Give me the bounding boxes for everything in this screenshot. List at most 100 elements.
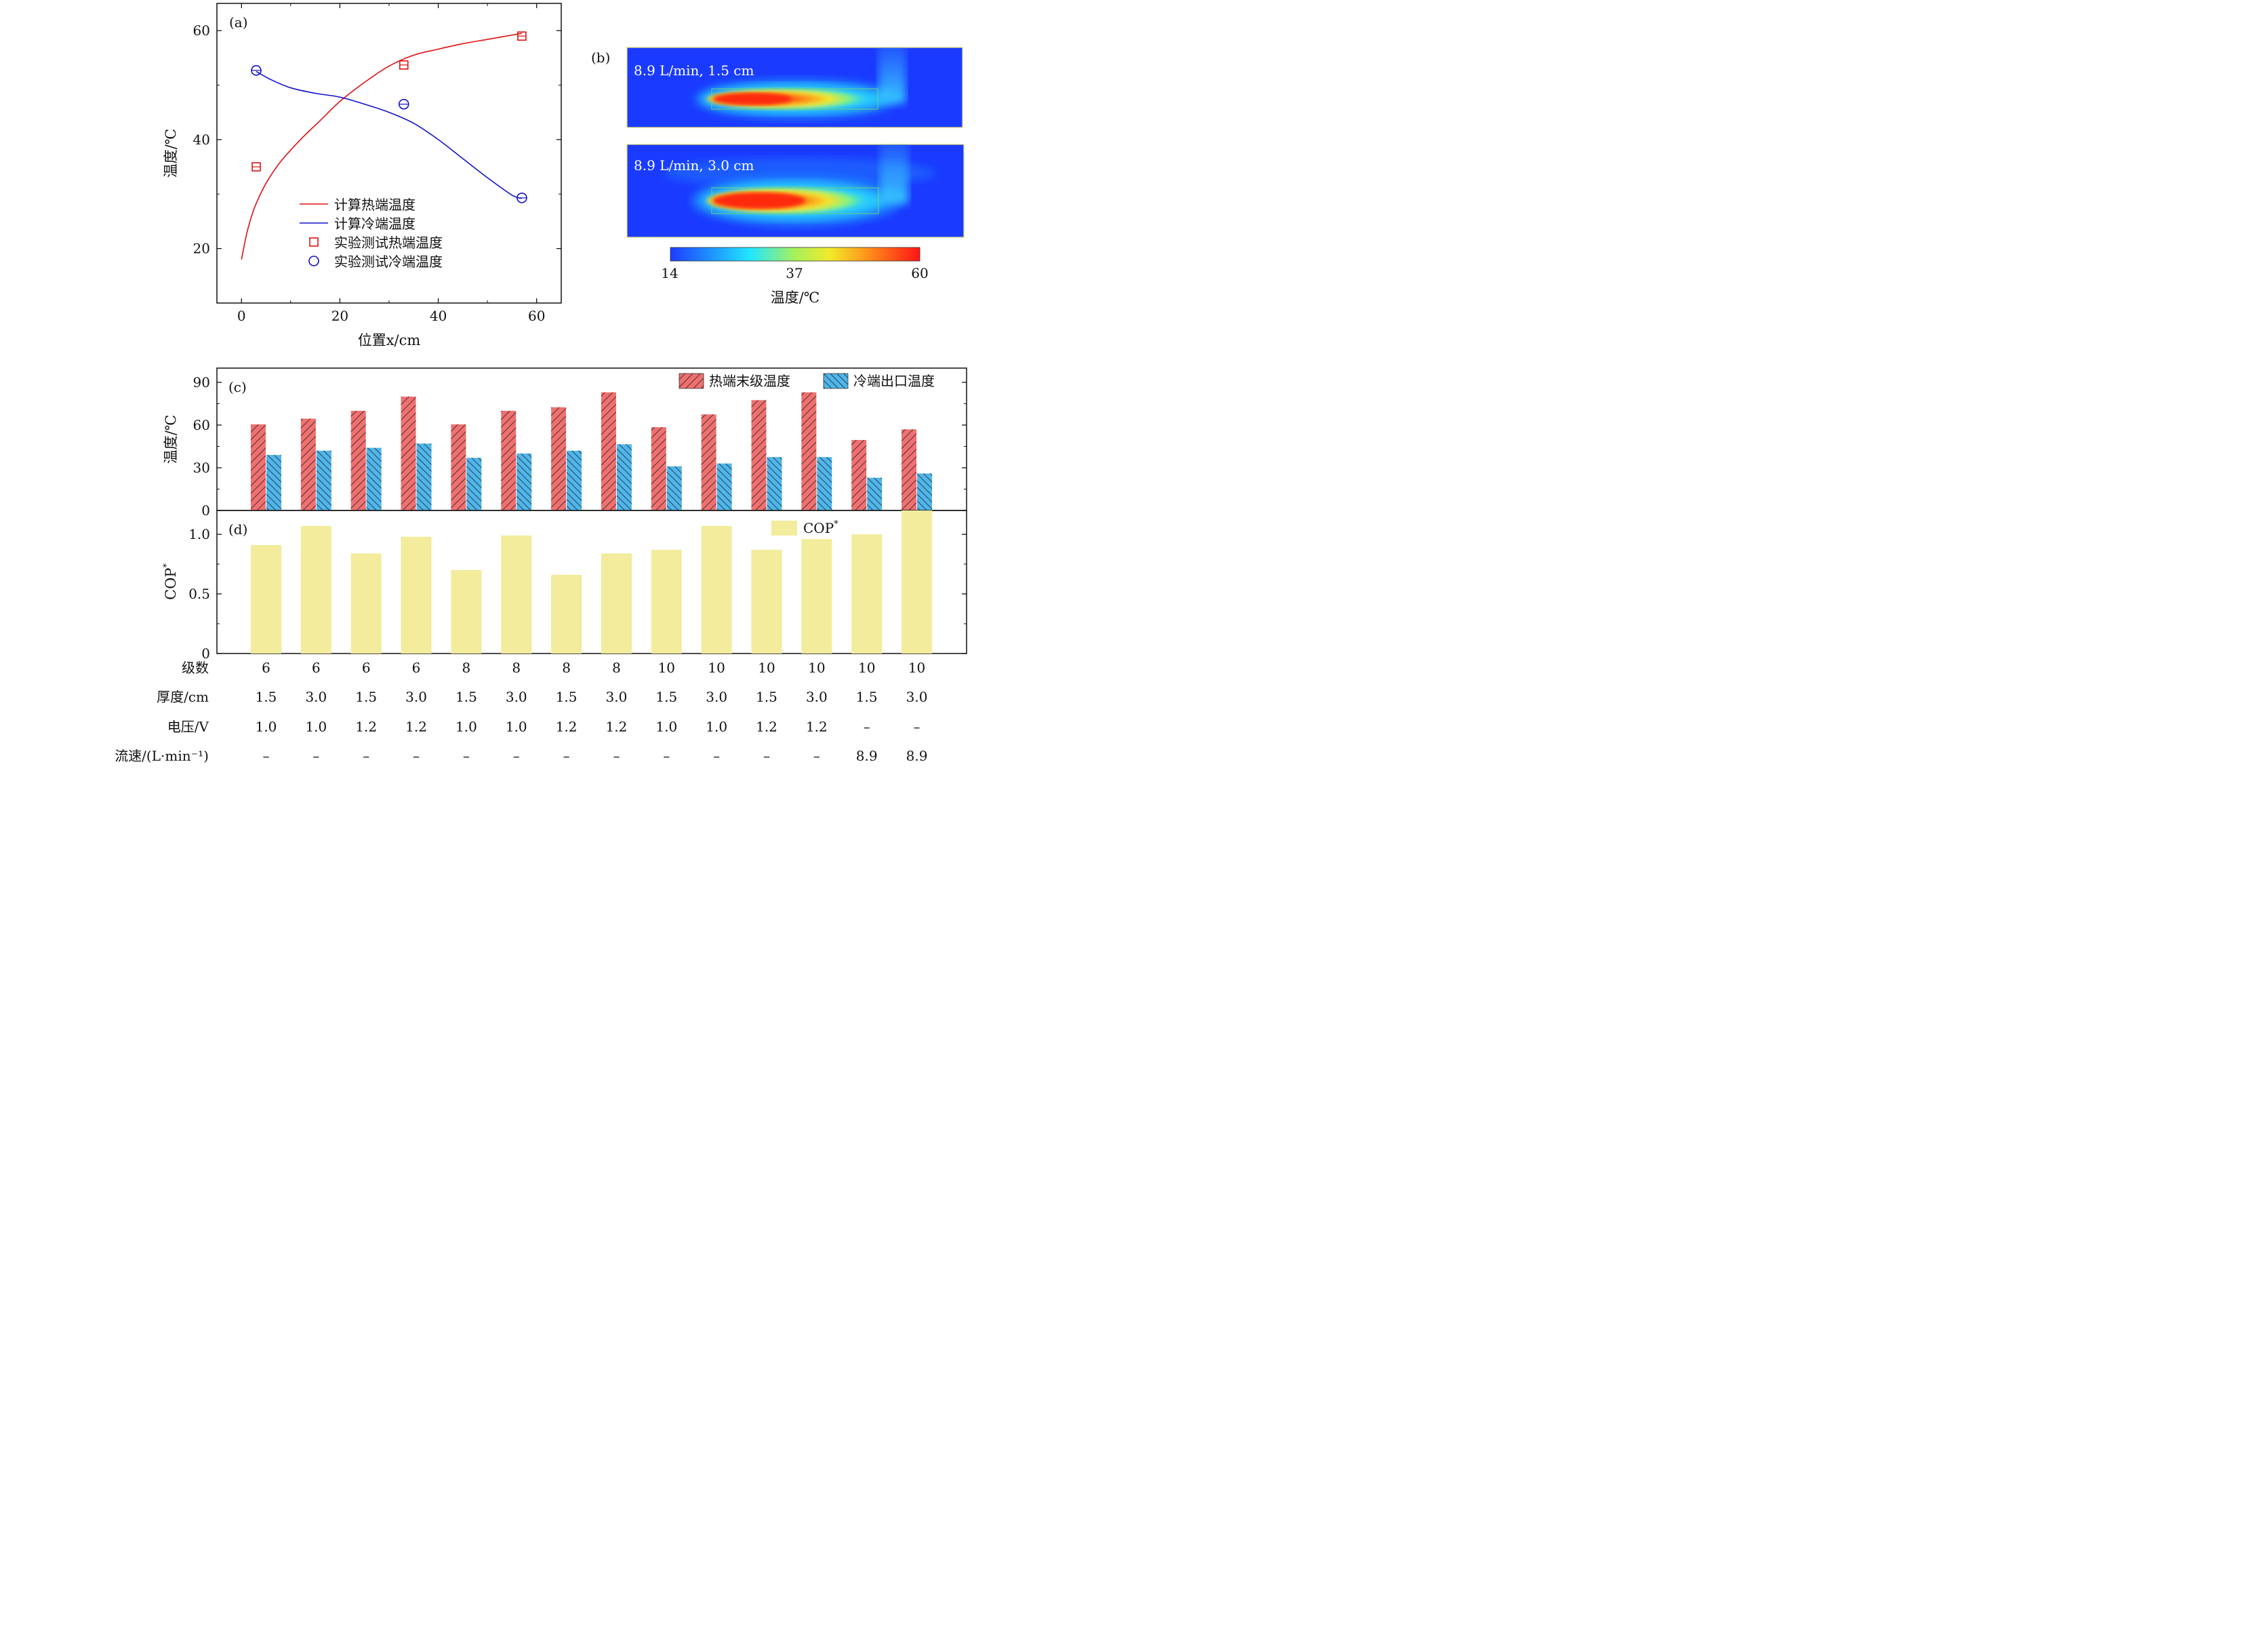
hot-end-bar (851, 440, 867, 510)
legend-label: 计算冷端温度 (334, 216, 416, 232)
table-cell: 1.5 (556, 689, 578, 705)
table-cell: 3.0 (906, 689, 928, 705)
table-cell: 10 (808, 660, 825, 676)
table-cell: – (463, 748, 470, 764)
y-tick-label: 40 (193, 132, 210, 148)
table-cell: 1.0 (506, 719, 527, 735)
table-cell: 3.0 (806, 689, 828, 705)
map-1-label: 8.9 L/min, 1.5 cm (634, 62, 754, 79)
cold-end-bar (817, 457, 832, 510)
table-cell: 6 (412, 660, 421, 676)
y-tick-label: 20 (193, 241, 210, 257)
cop-bar (851, 534, 883, 654)
colorbar-label: 温度/℃ (771, 289, 820, 306)
series-line-1 (256, 71, 523, 199)
colorbar-tick-mid: 37 (786, 265, 803, 281)
legend-cold-label: 冷端出口温度 (853, 373, 935, 389)
table-cell: 1.0 (706, 719, 727, 735)
table-cell: 6 (362, 660, 371, 676)
y-tick-label: 60 (193, 22, 210, 39)
table-cell: – (663, 748, 670, 764)
table-cell: – (713, 748, 720, 764)
y-tick-label: 0 (201, 502, 210, 519)
cop-bar (651, 550, 682, 654)
cold-end-bar (716, 463, 732, 510)
table-cell: 6 (262, 660, 270, 676)
cop-bar (451, 569, 482, 654)
table-cell: 10 (858, 660, 875, 676)
table-cell: – (864, 719, 870, 735)
panel-d-label: (d) (228, 521, 247, 538)
cold-end-bar (767, 457, 782, 510)
table-cell: 1.2 (756, 719, 777, 735)
map-2-label: 8.9 L/min, 3.0 cm (634, 157, 754, 174)
table-row-label: 电压/V (167, 719, 209, 735)
table-cell: – (513, 748, 520, 764)
table-cell: 10 (708, 660, 725, 676)
table-row-label: 厚度/cm (157, 689, 209, 705)
panel-a-x-label: 位置x/cm (358, 332, 421, 348)
legend-cop-label: COP* (803, 519, 838, 536)
x-tick-label: 20 (331, 308, 348, 324)
table-cell: 8 (462, 660, 471, 676)
temperature-map-1: 8.9 L/min, 1.5 cm (626, 47, 963, 128)
hot-end-bar (801, 392, 817, 510)
y-tick-label: 1.0 (188, 526, 210, 542)
y-tick-label: 30 (193, 460, 210, 476)
table-cell: – (763, 748, 770, 764)
panel-a: (a) 0 20 40 60 20 40 60 计算热端温度计算冷端温度实验测试热端温度实验… (163, 3, 562, 348)
cop-bar (751, 550, 782, 654)
hot-end-bar (902, 429, 917, 510)
hot-end-bar (251, 424, 266, 510)
cold-end-bar (316, 450, 331, 510)
cold-end-bar (416, 443, 432, 510)
cold-end-bar (517, 454, 532, 510)
table-cell: 1.2 (405, 719, 427, 735)
table-cell: – (813, 748, 820, 764)
legend-hot-label: 热端末级温度 (709, 373, 790, 389)
table-cell: 1.2 (556, 719, 578, 735)
table-cell: 1.0 (256, 719, 277, 735)
panel-c-label: (c) (228, 379, 247, 395)
cop-bar (300, 525, 331, 654)
legend-circle-swatch (308, 256, 319, 266)
table-cell: 10 (658, 660, 675, 676)
panel-c-legend: 热端末级温度 冷端出口温度 (679, 373, 935, 389)
cop-bar (501, 535, 532, 654)
panel-d-y-label: COP* (162, 563, 179, 600)
hot-end-bar (601, 392, 616, 510)
table-cell: – (613, 748, 620, 764)
x-tick-label: 60 (528, 308, 545, 324)
table-cell: 1.0 (455, 719, 477, 735)
y-tick-label: 90 (193, 374, 210, 390)
panel-d: (d) 0 0.5 1.0 COP* COP* (162, 510, 967, 662)
table-cell: 1.5 (856, 689, 878, 705)
panel-a-y-label: 温度/℃ (163, 129, 179, 178)
table-cell: 1.5 (756, 689, 777, 705)
legend-hot-swatch (679, 373, 704, 389)
table-cell: 1.2 (806, 719, 828, 735)
figure: (a) 0 20 40 60 20 40 60 计算热端温度 计算冷端温度 实验测试热端温度 实验… (0, 0, 1053, 765)
legend-label: 实验测试热端温度 (334, 235, 443, 251)
cop-bar (350, 553, 382, 654)
cold-end-bar (567, 450, 582, 510)
table-cell: 6 (312, 660, 321, 676)
legend-label: 计算热端温度 (334, 197, 416, 213)
hot-end-bar (401, 397, 416, 510)
table-cell: 1.0 (655, 719, 677, 735)
hot-end-bar (501, 411, 517, 510)
table-cell: – (563, 748, 570, 764)
colorbar-tick-min: 14 (661, 265, 678, 281)
table-cell: 1.2 (606, 719, 628, 735)
cop-bar (701, 525, 732, 654)
temperature-map-2: 8.9 L/min, 3.0 cm (626, 144, 965, 238)
hot-end-bar (651, 427, 666, 510)
table-cell: 3.0 (506, 689, 527, 705)
table-cell: 1.5 (455, 689, 477, 705)
panel-b: (b) 8.9 L/min, 1.5 cm (591, 47, 965, 306)
hot-end-bar (751, 400, 767, 510)
series-line-0 (241, 33, 523, 260)
colorbar: 14 37 60 温度/℃ (661, 247, 929, 306)
table-cell: 1.5 (256, 689, 277, 705)
